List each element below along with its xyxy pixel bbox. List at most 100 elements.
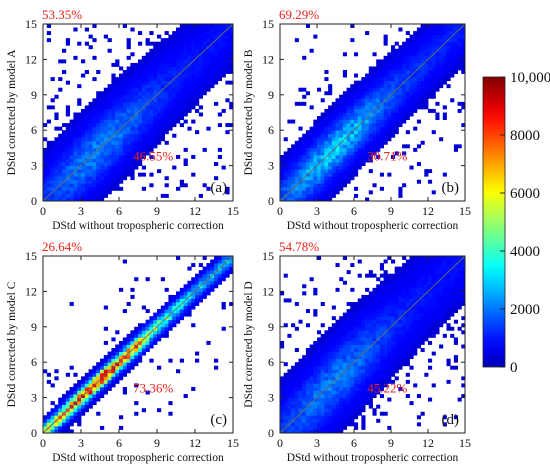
density-cell [149,140,154,145]
density-cell [191,172,196,177]
density-cell [283,190,288,195]
density-cell [145,55,150,60]
density-cell [409,337,414,342]
density-cell [305,140,310,145]
density-cell [453,256,458,260]
y-tick-label: 0 [268,426,274,440]
density-cell [416,27,421,32]
density-cell [379,330,384,335]
density-cell [92,186,97,191]
density-cell [313,190,318,195]
density-cell [379,348,384,352]
density-cell [361,98,366,103]
density-cell [354,340,359,345]
density-cell [195,24,200,28]
density-cell [280,390,285,395]
density-cell [435,62,440,67]
density-cell [172,31,177,36]
density-cell [280,291,285,296]
density-cell [416,270,421,275]
density-cell [115,358,120,363]
density-cell [287,169,292,174]
density-cell [176,84,181,89]
density-cell [298,169,303,174]
density-cell [103,369,108,374]
density-cell [342,333,347,338]
density-cell [202,62,207,67]
density-cell [431,256,436,260]
density-cell [280,158,285,163]
density-cell [115,84,120,89]
density-cell [43,422,48,427]
density-cell [361,309,366,314]
density-cell [453,355,458,360]
density-cell [339,151,344,156]
density-cell [424,34,429,39]
density-cell [191,24,196,28]
density-cell [335,323,340,328]
density-cell [431,266,436,271]
density-cell [368,337,373,342]
density-cell [73,418,78,423]
density-cell [291,151,296,156]
density-cell [157,34,162,39]
density-cell [339,355,344,360]
density-cell [302,183,307,188]
density-cell [320,172,325,177]
density-cell [298,408,303,413]
density-cell [283,151,288,156]
density-cell [335,415,340,420]
density-cell [376,340,381,345]
density-cell [342,130,347,135]
density-cell [342,340,347,345]
density-cell [58,59,63,64]
density-cell [84,379,89,384]
density-cell [149,112,154,117]
density-cell [179,294,184,299]
density-cell [298,137,303,142]
density-cell [195,62,200,67]
density-cell [442,45,447,50]
density-cell [138,98,143,103]
density-cell [195,280,200,285]
density-cell [331,112,336,117]
density-cell [221,66,226,71]
density-cell [294,186,299,191]
density-cell [187,80,192,85]
density-cell [298,369,303,374]
density-cell [339,397,344,402]
density-cell [376,294,381,299]
density-cell [439,305,444,310]
density-cell [317,344,322,349]
density-cell [461,316,466,321]
density-cell [391,119,396,124]
density-cell [164,183,169,188]
colorbar-tick-label: 10,000 [510,70,550,86]
density-cell [81,116,86,120]
density-cell [130,330,135,335]
density-cell [402,323,407,328]
density-cell [442,48,447,53]
density-cell [145,323,150,328]
density-cell [176,302,181,306]
density-cell [206,186,211,191]
density-cell [361,348,366,352]
density-cell [361,294,366,299]
density-cell [294,179,299,184]
density-cell [115,176,120,181]
density-cell [431,312,436,317]
density-cell [62,144,67,149]
density-cell [402,287,407,292]
density-cell [398,193,403,198]
density-cell [394,91,399,96]
density-cell [115,144,120,149]
density-cell [313,154,318,159]
density-cell [302,144,307,149]
density-cell [428,309,433,314]
density-cell [424,101,429,106]
density-cell [160,94,165,99]
density-cell [100,176,105,181]
density-cell [346,94,351,99]
density-cell [58,77,63,82]
